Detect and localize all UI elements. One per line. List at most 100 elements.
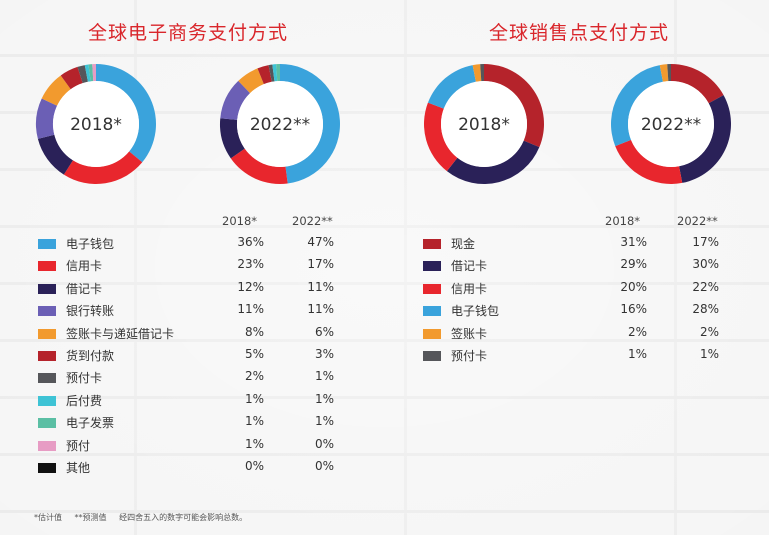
legend-row: 电子发票 1% 1%	[38, 413, 358, 435]
donut-hole	[441, 81, 527, 167]
column-header-2022: 2022**	[292, 214, 333, 228]
value-2022: 0%	[314, 436, 334, 451]
value-2022: 17%	[692, 235, 719, 249]
legend-swatch	[423, 239, 441, 249]
value-2022: 47%	[307, 235, 334, 249]
ecommerce-title: 全球电子商务支付方式	[88, 22, 289, 44]
ecommerce-donut-2022: 2022**	[220, 64, 341, 184]
value-2018: 31%	[620, 235, 647, 249]
legend-row: 电子钱包 16% 28%	[423, 301, 743, 323]
donut-slice	[427, 65, 476, 109]
value-2022: 30%	[692, 257, 719, 272]
legend-row: 预付 1% 0%	[38, 436, 358, 458]
legend-label: 现金	[451, 237, 476, 251]
value-2018: 1%	[627, 347, 647, 361]
legend-swatch	[423, 261, 441, 272]
legend-swatch	[38, 351, 56, 361]
value-2022: 0%	[314, 459, 334, 473]
legend-label: 电子钱包	[66, 237, 115, 251]
legend-row: 签账卡与递延借记卡 8% 6%	[38, 324, 358, 346]
value-2022: 1%	[314, 391, 334, 406]
donut-slice	[671, 64, 724, 104]
donut-hole	[237, 81, 323, 167]
footnote-estimated: *估计值	[34, 513, 62, 522]
value-2022: 28%	[692, 302, 719, 317]
value-2018: 23%	[237, 257, 264, 272]
legend-row: 其他 0% 0%	[38, 458, 358, 480]
legend-row: 签账卡 2% 2%	[423, 324, 743, 346]
legend-swatch	[38, 239, 56, 249]
donut-slice	[615, 139, 683, 184]
legend-label: 签账卡	[451, 326, 488, 341]
donut-slice	[484, 64, 544, 148]
donut-slice	[272, 64, 278, 82]
value-2022: 2%	[699, 324, 719, 339]
legend-swatch	[38, 440, 56, 451]
ecommerce-legend-table: 2018* 2022** 电子钱包 36% 47% 信用卡 23% 17% 借记卡 12% 11% 银…	[38, 214, 358, 484]
legend-row: 银行转账 11% 11%	[38, 301, 358, 323]
legend-row: 借记卡 29% 30%	[423, 256, 743, 278]
donut-slice	[77, 65, 88, 84]
donut-slice	[238, 68, 264, 94]
legend-swatch	[38, 328, 56, 339]
donut-slice	[220, 80, 251, 120]
donut-slice	[667, 64, 671, 82]
donut-slice	[611, 65, 663, 147]
value-2022: 11%	[307, 279, 334, 294]
footnote: *估计值 **预测值 经四舍五入的数字可能会影响总数。	[34, 512, 257, 523]
legend-label: 信用卡	[66, 259, 103, 274]
pos-legend-table: 2018* 2022** 现金 31% 17% 借记卡 29% 30% 信用卡 20% 22% 电子钱…	[423, 214, 743, 374]
value-2022: 1%	[314, 369, 334, 384]
pos-title: 全球销售点支付方式	[489, 22, 670, 44]
legend-label: 借记卡	[451, 259, 488, 274]
value-2018: 11%	[237, 302, 264, 317]
column-header-2022: 2022**	[677, 214, 718, 228]
value-2022: 6%	[314, 324, 334, 339]
value-2018: 1%	[244, 414, 264, 429]
value-2018: 1%	[244, 436, 264, 451]
legend-row: 信用卡 23% 17%	[38, 256, 358, 278]
value-2018: 16%	[620, 302, 647, 317]
legend-label: 预付卡	[451, 349, 488, 363]
donut-slice	[268, 64, 275, 82]
ecommerce-donut-2018: 2018*	[36, 64, 157, 184]
legend-row: 借记卡 12% 11%	[38, 279, 358, 301]
footnote-forecast: **预测值	[74, 513, 107, 522]
donut-slice	[88, 64, 94, 82]
legend-label: 银行转账	[66, 304, 115, 319]
donut-slice	[480, 64, 484, 82]
value-2018: 5%	[244, 347, 264, 361]
legend-swatch	[423, 328, 441, 339]
value-2018: 8%	[244, 324, 264, 339]
value-2022: 1%	[699, 347, 719, 361]
legend-swatch	[38, 283, 56, 294]
donut-slice	[37, 134, 73, 175]
legend-label: 货到付款	[66, 349, 115, 363]
value-2022: 3%	[314, 347, 334, 361]
value-2018: 29%	[620, 257, 647, 272]
legend-label: 后付费	[66, 393, 103, 408]
legend-swatch	[38, 418, 56, 429]
donut-slice	[659, 64, 669, 82]
legend-swatch	[38, 306, 56, 317]
legend-row: 预付卡 1% 1%	[423, 346, 743, 368]
donut-hole	[53, 81, 139, 167]
donut-slice	[446, 140, 540, 184]
value-2018: 36%	[237, 235, 264, 249]
legend-label: 电子钱包	[451, 304, 500, 319]
legend-label: 预付卡	[66, 371, 103, 386]
donut-slice	[92, 64, 96, 82]
donut-slice	[424, 102, 458, 172]
value-2018: 0%	[244, 459, 264, 473]
value-2018: 1%	[244, 391, 264, 406]
donut-slice	[679, 95, 731, 183]
pos-donut-2018: 2018*	[424, 64, 544, 184]
value-2022: 11%	[307, 302, 334, 317]
donut-slice	[84, 64, 91, 82]
legend-row: 后付费 1% 1%	[38, 391, 358, 413]
legend-label: 信用卡	[451, 281, 488, 296]
value-2018: 20%	[620, 279, 647, 294]
value-2018: 2%	[627, 324, 647, 339]
legend-row: 电子钱包 36% 47%	[38, 234, 358, 256]
column-header-2018: 2018*	[222, 214, 258, 228]
